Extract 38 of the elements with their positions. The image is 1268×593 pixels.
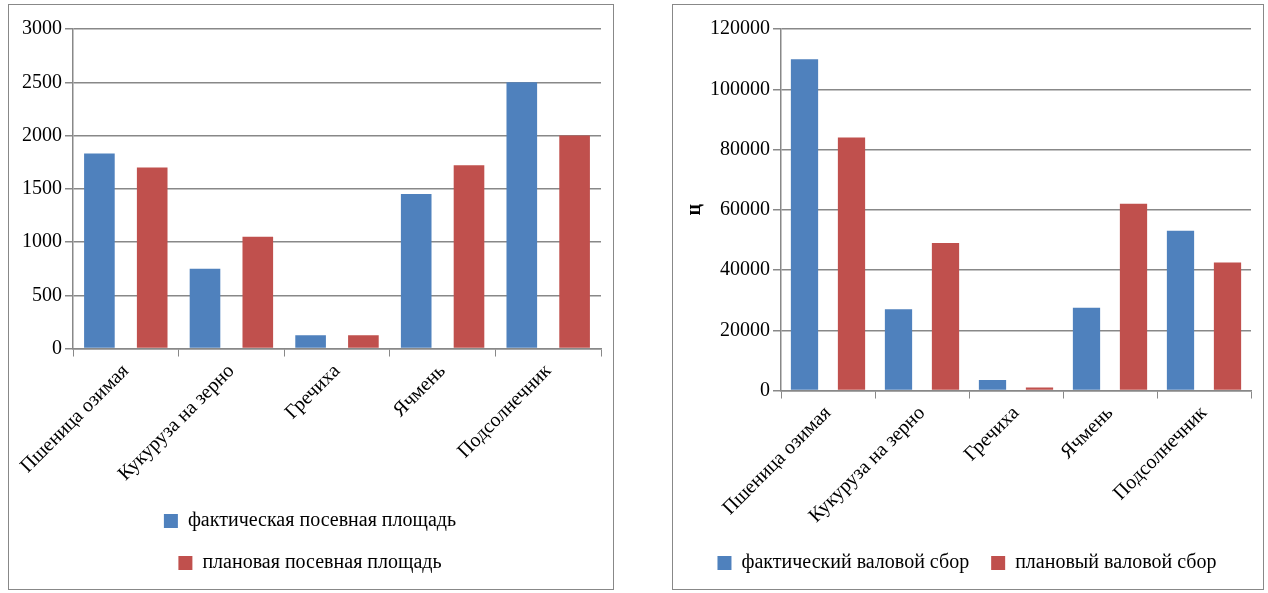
legend-label: фактический валовой сбор [741,550,970,574]
bar [837,137,866,390]
bar [978,379,1007,390]
bar [136,167,168,348]
bar [189,268,221,348]
bar [506,82,538,348]
y-tick-label: 20000 [720,317,770,340]
bar [400,194,432,348]
y-tick-label: 120000 [710,16,770,39]
bar [348,335,379,348]
y-axis-title: ц [682,203,705,216]
bar [931,242,960,390]
bar [84,153,115,348]
bar [1213,262,1242,390]
bar [559,135,590,348]
y-tick-label: 2500 [22,69,62,92]
y-tick-label: 0 [760,377,770,400]
legend-label: фактическая посевная площадь [187,508,457,532]
y-tick-label: 2000 [22,122,62,145]
y-tick-label: 1000 [22,229,62,252]
legend-label: плановый валовой сбор [1015,550,1217,574]
bar [242,236,274,348]
bar [884,309,913,390]
y-tick-label: 3000 [22,16,62,39]
bar [790,59,819,390]
bar [453,165,485,348]
y-tick-label: 60000 [720,197,770,220]
y-tick-label: 40000 [720,257,770,280]
bar [295,335,326,348]
y-tick-label: 80000 [720,136,770,159]
y-tick-label: 500 [32,282,62,305]
bar [1166,230,1195,390]
y-tick-label: 0 [52,335,62,358]
y-tick-label: 100000 [710,76,770,99]
legend-label: плановая посевная площадь [202,550,442,574]
bar [1072,307,1101,390]
bar [1119,203,1148,390]
y-tick-label: 1500 [22,176,62,199]
